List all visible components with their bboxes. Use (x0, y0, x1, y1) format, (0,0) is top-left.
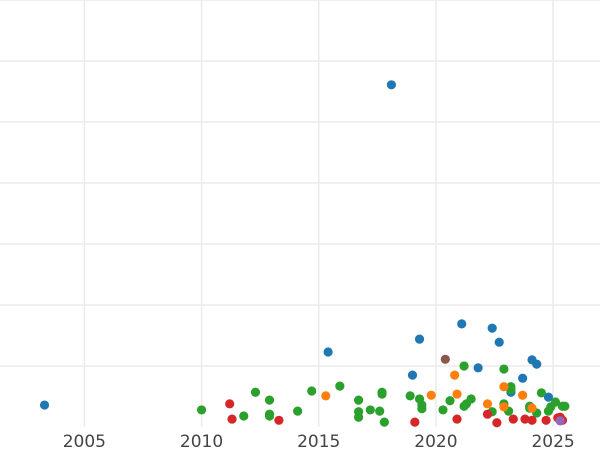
data-point (426, 390, 436, 400)
data-point (482, 409, 493, 419)
data-point (335, 381, 345, 391)
data-point (410, 417, 420, 427)
data-point (307, 386, 317, 396)
data-point (499, 364, 509, 374)
data-point (557, 401, 568, 411)
data-point (377, 389, 387, 399)
data-point (353, 395, 364, 405)
data-point (225, 399, 235, 409)
data-point (196, 405, 207, 415)
data-point (323, 347, 333, 357)
data-point (543, 392, 554, 402)
data-point (518, 373, 528, 383)
data-point (321, 391, 331, 401)
data-point (494, 337, 504, 347)
data-point (452, 414, 462, 424)
data-point (264, 411, 275, 421)
data-point (414, 334, 425, 344)
data-point (527, 403, 537, 413)
x-tick-label: 2010 (180, 432, 223, 450)
data-point (405, 391, 415, 401)
data-point (353, 412, 364, 422)
data-point (440, 354, 450, 364)
data-point (417, 404, 427, 414)
x-tick-label: 2015 (297, 432, 340, 450)
data-point (274, 415, 284, 425)
data-point (264, 395, 275, 405)
data-point (386, 80, 397, 90)
data-point (487, 323, 497, 333)
data-point (379, 417, 389, 427)
data-point (457, 319, 467, 329)
scatter-points (39, 80, 570, 428)
data-point (482, 399, 493, 409)
data-point (518, 390, 528, 400)
data-point (527, 415, 537, 425)
data-point (375, 406, 385, 416)
x-tick-label: 2005 (63, 432, 106, 450)
data-point (438, 405, 448, 415)
data-point (466, 394, 476, 404)
data-point (541, 415, 551, 425)
data-point (532, 359, 542, 369)
data-point (555, 416, 565, 426)
data-point (407, 370, 418, 380)
data-point (39, 400, 50, 410)
data-point (365, 405, 375, 415)
data-point (450, 370, 460, 380)
data-point (227, 414, 237, 424)
x-tick-label: 2025 (531, 432, 574, 450)
data-point (536, 388, 547, 398)
data-point (520, 414, 530, 424)
data-point (239, 411, 249, 421)
data-point (293, 406, 303, 416)
data-point (452, 389, 462, 399)
data-point (473, 363, 483, 373)
data-point (506, 382, 516, 392)
gridlines (0, 0, 600, 427)
data-point (459, 361, 469, 371)
data-point (508, 414, 518, 424)
data-point (499, 402, 509, 412)
data-point (445, 396, 455, 406)
x-tick-label: 2020 (414, 432, 457, 450)
x-axis-ticks: 2005 2010 2015 2020 2025 (63, 432, 575, 450)
data-point (499, 382, 509, 392)
data-point (550, 397, 561, 407)
data-point (250, 387, 261, 397)
data-point (492, 418, 502, 428)
data-point (543, 406, 554, 416)
